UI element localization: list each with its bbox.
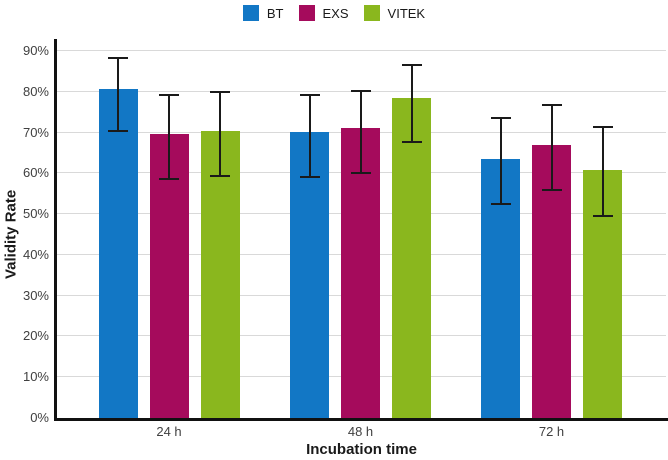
error-bar-cap	[108, 129, 128, 132]
legend-label: BT	[266, 5, 284, 21]
x-axis-tick-labels: 24 h 48 h 72 h	[57, 424, 666, 440]
plot-area	[57, 50, 666, 418]
y-axis-line	[54, 39, 57, 421]
error-bar-cap	[592, 125, 613, 128]
y-tick-label: 0%	[30, 410, 49, 425]
bar-bt-48h	[290, 132, 329, 418]
error-bar-cap	[541, 188, 562, 191]
error-bar-cap	[401, 63, 422, 66]
legend-item-exs: EXS	[298, 5, 349, 21]
error-bar-cap	[159, 94, 179, 97]
error-bar-cap	[541, 104, 562, 107]
x-axis-title: Incubation time	[306, 441, 417, 458]
error-bar-cap	[490, 116, 511, 119]
y-tick-label: 60%	[22, 165, 49, 181]
bar-bt-24h	[98, 88, 138, 418]
error-bar-vitek-24h	[219, 92, 221, 177]
error-bar-bt-72h	[499, 117, 502, 204]
legend-swatch-bt	[242, 5, 259, 21]
error-bar-cap	[299, 93, 320, 96]
x-axis-line	[54, 418, 668, 421]
bar-exs-48h	[341, 128, 380, 418]
x-tick-label: 24 h	[156, 424, 182, 439]
legend-swatch-vitek	[363, 5, 380, 21]
legend-label: EXS	[322, 5, 349, 21]
x-tick-label: 72 h	[538, 424, 565, 439]
error-bar-cap	[350, 171, 371, 174]
bar-exs-24h	[149, 133, 189, 418]
y-tick-label: 80%	[22, 83, 49, 99]
bar-vitek-24h	[200, 131, 240, 418]
error-bar-cap	[592, 215, 613, 218]
y-tick-label: 10%	[22, 369, 49, 385]
legend-item-vitek: VITEK	[363, 5, 426, 21]
y-tick-label: 30%	[22, 287, 49, 303]
error-bar-cap	[210, 175, 230, 178]
error-bar-exs-24h	[168, 95, 170, 180]
legend-label: VITEK	[387, 5, 426, 21]
y-tick-label: 90%	[22, 43, 49, 58]
error-bar-cap	[108, 57, 128, 60]
gridline	[57, 50, 666, 51]
error-bar-cap	[401, 140, 422, 143]
legend-item-bt: BT	[242, 5, 284, 21]
error-bar-vitek-72h	[601, 126, 604, 217]
error-bar-bt-48h	[308, 94, 311, 177]
error-bar-cap	[490, 202, 511, 205]
x-tick-label: 48 h	[347, 424, 374, 439]
y-tick-label: 20%	[22, 328, 49, 344]
error-bar-cap	[210, 91, 230, 94]
error-bar-cap	[159, 178, 179, 181]
y-tick-label: 40%	[22, 246, 49, 262]
chart-legend: BT EXS VITEK	[0, 5, 668, 21]
bar-vitek-48h	[392, 97, 431, 418]
error-bar-cap	[299, 175, 320, 178]
error-bar-exs-72h	[550, 105, 553, 190]
error-bar-cap	[350, 89, 371, 92]
legend-swatch-exs	[298, 5, 315, 21]
y-tick-label: 50%	[22, 206, 49, 222]
error-bar-bt-24h	[117, 58, 119, 131]
y-axis-tick-labels: 0% 10% 20% 30% 40% 50% 60% 70% 80% 90%	[0, 43, 49, 425]
error-bar-exs-48h	[359, 90, 362, 173]
error-bar-vitek-48h	[410, 64, 413, 142]
y-tick-label: 70%	[22, 124, 49, 140]
